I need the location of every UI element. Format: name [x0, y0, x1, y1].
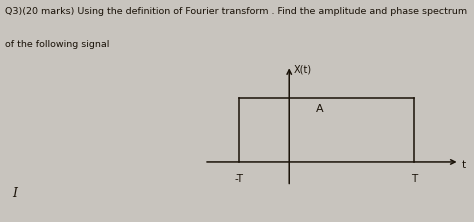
- Text: Q3)(20 marks) Using the definition of Fourier transform . Find the amplitude and: Q3)(20 marks) Using the definition of Fo…: [5, 7, 467, 16]
- Text: X(t): X(t): [293, 64, 311, 74]
- Text: I: I: [12, 187, 17, 200]
- Text: of the following signal: of the following signal: [5, 40, 109, 49]
- Text: t: t: [462, 160, 466, 170]
- Text: T: T: [411, 174, 418, 184]
- Text: A: A: [316, 104, 323, 114]
- Text: -T: -T: [235, 174, 244, 184]
